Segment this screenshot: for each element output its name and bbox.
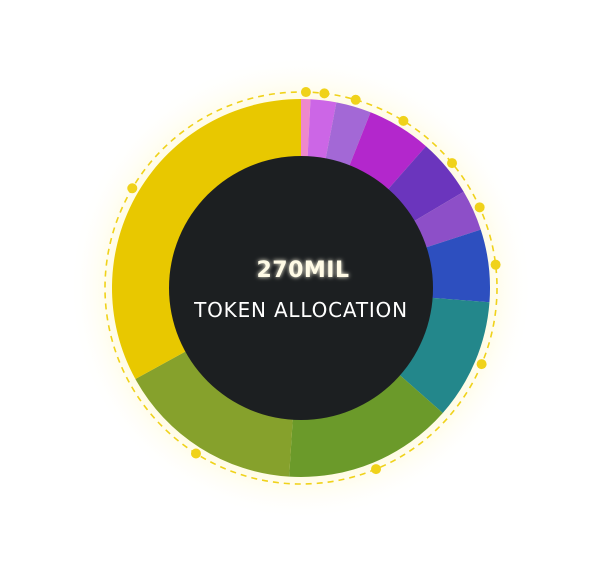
slice-7 bbox=[424, 229, 491, 303]
slice-2 bbox=[307, 99, 337, 161]
slice-marker-4 bbox=[398, 115, 409, 126]
center-total: 270MIL bbox=[256, 258, 349, 283]
slice-marker-1 bbox=[300, 87, 311, 98]
slice-6 bbox=[412, 191, 481, 248]
slice-11 bbox=[111, 99, 301, 380]
slice-5 bbox=[386, 146, 464, 222]
slice-marker-5 bbox=[447, 158, 458, 169]
slice-8 bbox=[398, 297, 490, 413]
ring-markers bbox=[127, 87, 501, 475]
slice-9 bbox=[289, 373, 443, 477]
donut-slices bbox=[111, 99, 491, 477]
slice-marker-6 bbox=[474, 202, 485, 213]
slice-3 bbox=[325, 102, 371, 168]
slice-marker-11 bbox=[127, 183, 138, 194]
slice-1 bbox=[301, 99, 311, 159]
slice-4 bbox=[348, 112, 426, 191]
slice-marker-2 bbox=[319, 88, 330, 99]
slice-marker-7 bbox=[490, 259, 501, 270]
slice-marker-10 bbox=[190, 448, 201, 459]
slice-10 bbox=[135, 350, 293, 477]
dashed-ring bbox=[104, 91, 498, 485]
slice-marker-8 bbox=[476, 359, 487, 370]
slice-marker-3 bbox=[350, 94, 361, 105]
center-disc bbox=[169, 156, 433, 420]
slice-marker-9 bbox=[371, 464, 382, 475]
center-label: TOKEN ALLOCATION bbox=[193, 298, 408, 322]
